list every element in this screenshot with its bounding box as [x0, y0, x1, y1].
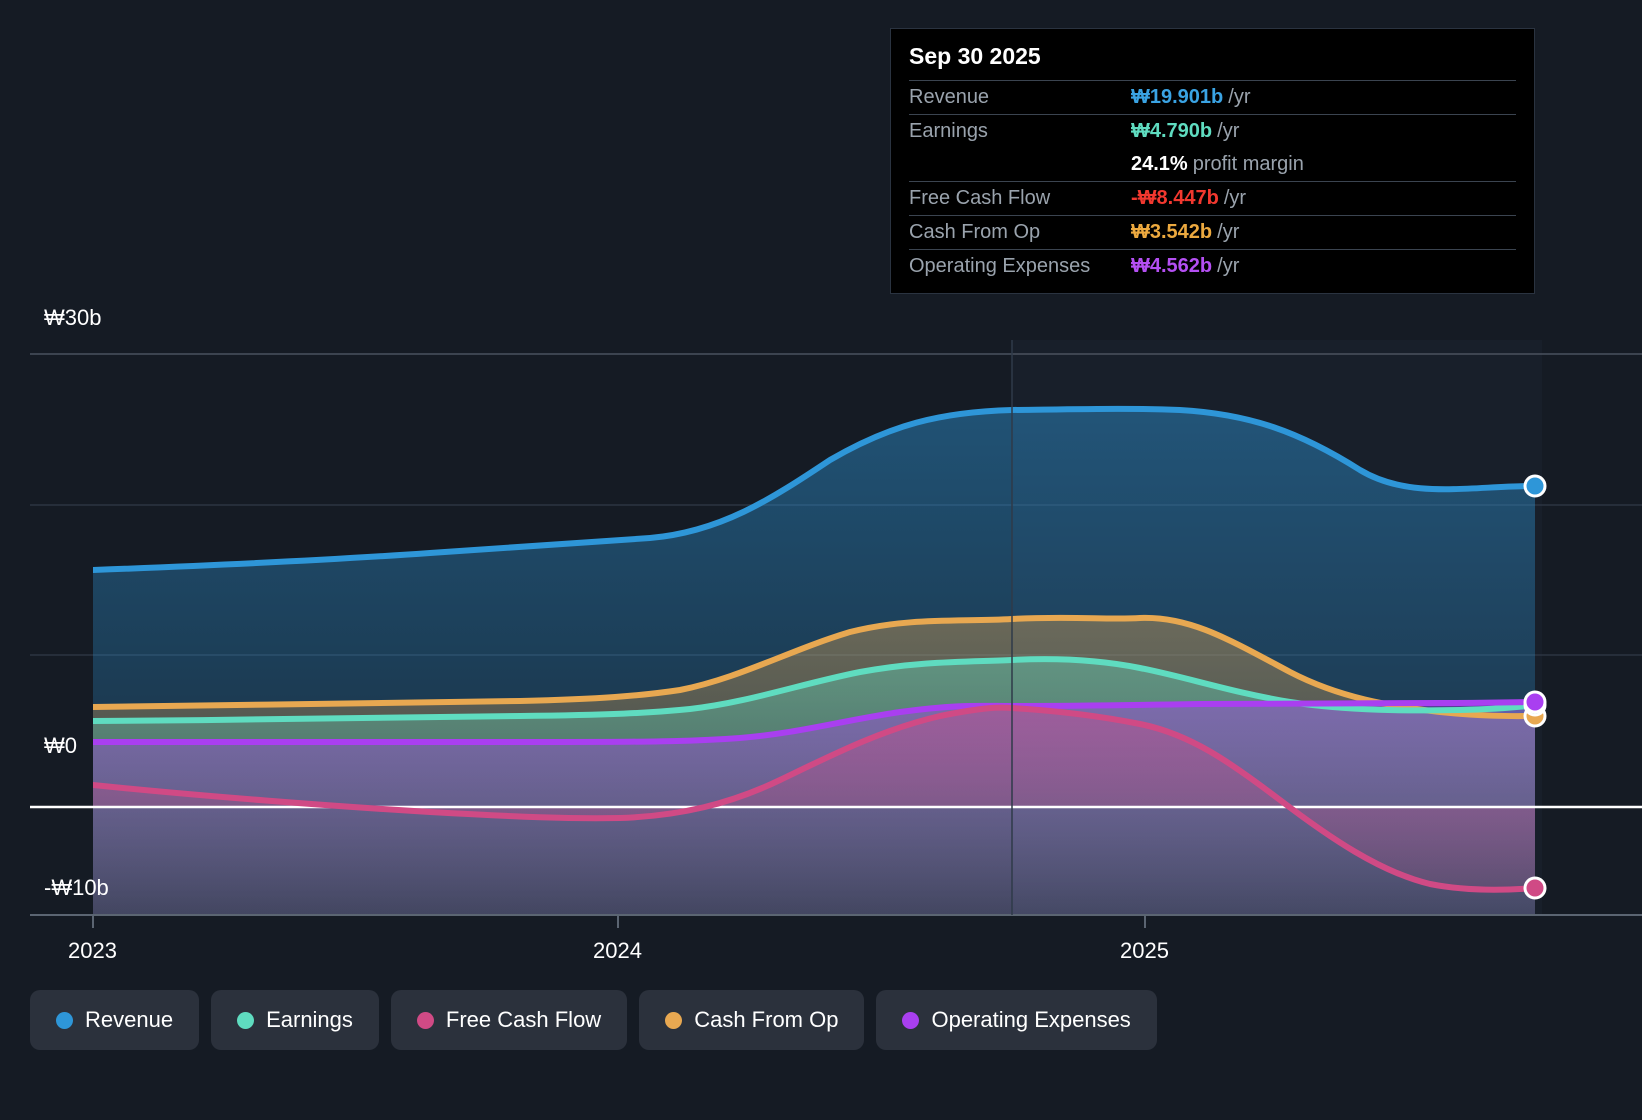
x-axis-label-2023: 2023 — [68, 938, 117, 963]
legend-item-revenue[interactable]: Revenue — [30, 990, 200, 1050]
legend-item-free-cash-flow[interactable]: Free Cash Flow — [390, 990, 628, 1050]
endpoint-operating-expenses — [1523, 690, 1547, 714]
tooltip-label-earnings: Earnings — [909, 120, 988, 142]
tooltip-label-revenue: Revenue — [909, 86, 990, 108]
data-tooltip: Sep 30 2025 Revenue ₩19.901b /yr Earning… — [890, 28, 1535, 294]
tooltip-value-earnings: ₩4.790b — [1131, 120, 1213, 142]
tooltip-row-operating-expenses: Operating Expenses ₩4.562b /yr — [909, 249, 1516, 283]
series-areas — [93, 408, 1535, 915]
tooltip-row-cash-from-op: Cash From Op ₩3.542b /yr — [909, 215, 1516, 249]
endpoint-free-cash-flow — [1523, 876, 1547, 900]
line-free-cash-flow — [93, 704, 1538, 893]
legend-item-earnings[interactable]: Earnings — [211, 990, 379, 1050]
legend-label-free-cash-flow: Free Cash Flow — [445, 1007, 602, 1032]
series-lines — [93, 405, 1538, 893]
y-axis-label-0: ₩0 — [44, 733, 77, 758]
tooltip-unit-revenue: /yr — [1228, 86, 1251, 108]
legend-item-operating-expenses[interactable]: Operating Expenses — [876, 990, 1157, 1050]
tooltip-row-free-cash-flow: Free Cash Flow -₩8.447b /yr — [909, 181, 1516, 215]
x-axis-label-2025: 2025 — [1120, 938, 1169, 963]
tooltip-value-free-cash-flow: -₩8.447b — [1131, 187, 1219, 209]
tooltip-value-cash-from-op: ₩3.542b — [1131, 221, 1213, 243]
chart-svg — [30, 340, 1642, 928]
tooltip-title: Sep 30 2025 — [909, 43, 1041, 69]
tooltip-label-operating-expenses: Operating Expenses — [909, 255, 1091, 277]
legend-dot-cash-from-op-icon — [665, 1011, 683, 1029]
y-axis-label-30b: ₩30b — [44, 305, 102, 330]
legend-dot-free-cash-flow-icon — [416, 1011, 434, 1029]
legend-label-operating-expenses: Operating Expenses — [931, 1007, 1131, 1032]
legend-label-cash-from-op: Cash From Op — [694, 1007, 839, 1032]
legend-label-earnings: Earnings — [266, 1007, 353, 1032]
tooltip-unit-free-cash-flow: /yr — [1223, 187, 1247, 209]
legend-dot-revenue-icon — [56, 1011, 73, 1029]
tooltip-label-cash-from-op: Cash From Op — [909, 221, 1041, 243]
legend-label-revenue: Revenue — [85, 1007, 174, 1032]
series-endpoints — [1523, 474, 1547, 900]
chart-plot-area: ₩30b ₩0 -₩10b 2023 2024 2025 — [30, 305, 1642, 963]
tooltip-unit-profit-margin: profit margin — [1192, 153, 1304, 175]
legend-dot-earnings-icon — [237, 1011, 255, 1029]
tooltip-value-profit-margin: 24.1% — [1131, 153, 1188, 175]
legend-item-cash-from-op[interactable]: Cash From Op — [639, 990, 865, 1050]
line-cash-from-op — [93, 614, 1538, 720]
tooltip-unit-earnings: /yr — [1217, 120, 1240, 142]
tooltip-row-revenue: Revenue ₩19.901b /yr — [909, 80, 1516, 114]
tooltip-label-free-cash-flow: Free Cash Flow — [909, 187, 1051, 209]
line-revenue — [93, 405, 1538, 573]
area-free-cash-flow — [93, 707, 1535, 890]
legend-dot-operating-expenses-icon — [902, 1011, 920, 1029]
endpoint-revenue — [1523, 474, 1547, 498]
chart-legend: Revenue Earnings Free Cash Flow Cash Fro… — [30, 990, 1157, 1050]
tooltip-unit-cash-from-op: /yr — [1217, 221, 1240, 243]
line-operating-expenses — [93, 699, 1538, 746]
y-axis-label-minus-10b: -₩10b — [44, 875, 109, 900]
line-earnings — [93, 656, 1538, 724]
x-axis — [30, 914, 1642, 928]
x-axis-label-2024: 2024 — [593, 938, 642, 963]
tooltip-unit-operating-expenses: /yr — [1217, 255, 1240, 277]
tooltip-value-operating-expenses: ₩4.562b — [1131, 255, 1213, 277]
tooltip-value-revenue: ₩19.901b — [1131, 86, 1224, 108]
tooltip-row-profit-margin: 24.1% profit margin — [909, 148, 1516, 181]
tooltip-row-earnings: Earnings ₩4.790b /yr — [909, 114, 1516, 148]
